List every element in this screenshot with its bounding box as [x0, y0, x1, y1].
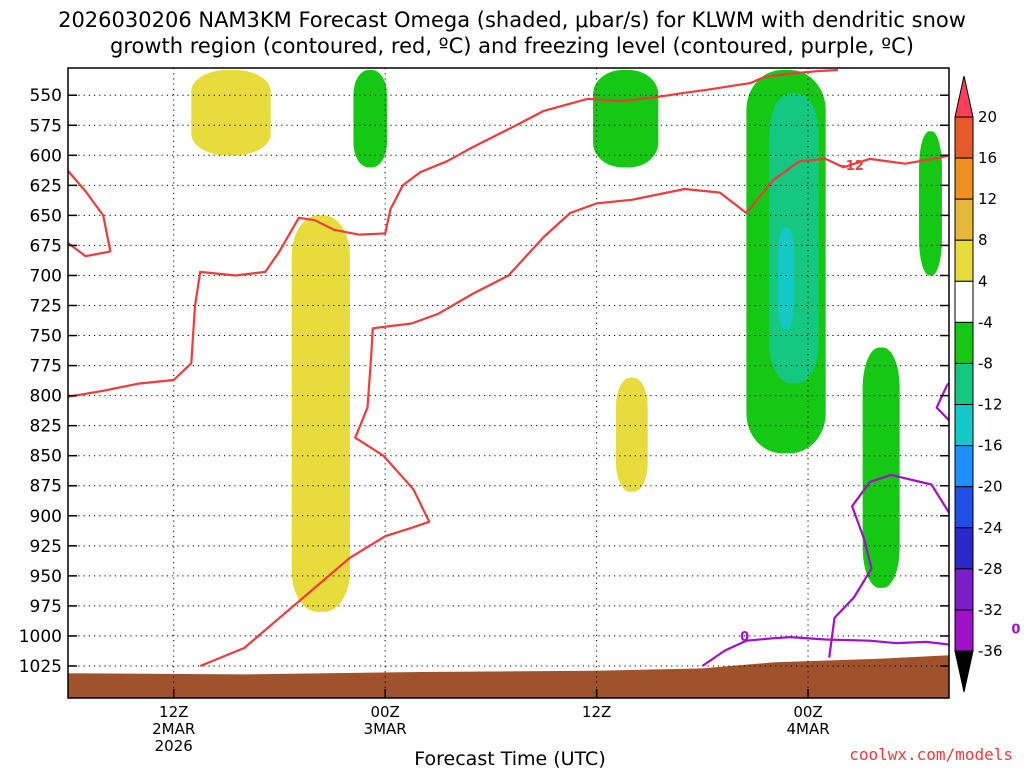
colorbar-segment — [954, 404, 974, 447]
colorbar-label: -36 — [978, 642, 1003, 660]
y-tick-label: 575 — [30, 116, 62, 136]
contour-line — [68, 170, 112, 258]
y-tick-label: 850 — [30, 447, 62, 467]
colorbar-label: -12 — [978, 396, 1003, 414]
omega-shading-region — [353, 70, 387, 168]
colorbar-segment — [954, 280, 974, 323]
colorbar-label: 8 — [978, 231, 988, 249]
x-tick-label: 00Z — [793, 703, 822, 721]
y-tick-label: 825 — [30, 417, 62, 437]
y-tick-label: 725 — [30, 297, 62, 317]
colorbar-label: -24 — [978, 519, 1003, 537]
contour-line — [199, 154, 949, 668]
y-tick-label: 925 — [30, 537, 62, 557]
x-tick-label: 12Z — [159, 703, 188, 721]
grid-layer — [68, 68, 949, 698]
contour-line — [935, 382, 949, 422]
colorbar-segment — [954, 239, 974, 282]
watermark: coolwx.com/models — [849, 745, 1013, 764]
y-tick-label: 900 — [30, 507, 62, 527]
contour-label-layer: -12 0 0 — [740, 159, 1020, 645]
omega-shading-region — [862, 347, 900, 588]
y-tick-label: 600 — [30, 146, 62, 166]
terrain-fill — [68, 655, 949, 698]
colorbar-segment — [954, 445, 974, 488]
y-tick-label: 700 — [30, 266, 62, 286]
omega-shading-layer — [191, 70, 942, 612]
omega-shading-region — [593, 70, 659, 168]
y-tick-label: 550 — [30, 86, 62, 106]
omega-shading-region — [769, 92, 819, 384]
omega-shading-region — [919, 131, 942, 276]
x-axis-title: Forecast Time (UTC) — [414, 748, 605, 768]
contour-line — [701, 636, 949, 667]
colorbar-label: -4 — [978, 313, 993, 331]
contour-label: -12 — [840, 159, 864, 174]
colorbar-label: -32 — [978, 601, 1003, 619]
y-tick-label: 875 — [30, 477, 62, 497]
y-tick-label: 975 — [30, 597, 62, 617]
y-tick-label: 750 — [30, 327, 62, 347]
chart-title-line-2: growth region (contoured, red, ºC) and f… — [110, 34, 914, 58]
colorbar-label: -20 — [978, 478, 1003, 496]
y-tick-label: 800 — [30, 387, 62, 407]
colorbar-top-triangle — [954, 75, 974, 118]
contour-layer — [68, 68, 949, 668]
colorbar-segment — [954, 116, 974, 159]
x-tick-label: 3MAR — [364, 720, 407, 738]
colorbar-segment — [954, 198, 974, 241]
colorbar-label: -28 — [978, 560, 1003, 578]
x-tick-label: 00Z — [370, 703, 399, 721]
y-tick-label: 650 — [30, 206, 62, 226]
y-tick-label: 775 — [30, 357, 62, 377]
colorbar: 20 16 12 8 4 -4 -8 -12 -16 -20 -24 -28 -32 -36 — [954, 75, 1003, 693]
y-tick-label: 1000 — [19, 627, 62, 647]
y-tick-label: 1025 — [19, 657, 62, 677]
omega-shading-region — [778, 227, 794, 330]
terrain-layer — [68, 655, 949, 698]
y-axis: 550 575 600 625 650 675 700 725 750 775 800 825 850 8… — [19, 86, 949, 677]
x-tick-label: 2026 — [155, 737, 193, 755]
x-tick-label: 4MAR — [786, 720, 829, 738]
colorbar-label: 20 — [978, 108, 997, 126]
omega-shading-region — [615, 377, 648, 492]
colorbar-segment — [954, 609, 974, 652]
plot-frame — [67, 67, 950, 699]
colorbar-segment — [954, 321, 974, 364]
contour-line — [828, 473, 949, 658]
colorbar-label: 16 — [978, 149, 997, 167]
y-tick-label: 950 — [30, 567, 62, 587]
colorbar-bottom-triangle — [954, 650, 974, 693]
colorbar-segment — [954, 527, 974, 570]
colorbar-segment — [954, 568, 974, 611]
colorbar-segment — [954, 157, 974, 200]
chart-title-line-1: 2026030206 NAM3KM Forecast Omega (shaded… — [58, 8, 966, 32]
y-tick-label: 675 — [30, 236, 62, 256]
contour-line — [68, 68, 839, 398]
colorbar-label: 12 — [978, 190, 997, 208]
x-tick-label: 12Z — [582, 703, 611, 721]
colorbar-label: 4 — [978, 272, 988, 290]
contour-label: 0 — [1011, 623, 1020, 638]
omega-shading-region — [191, 70, 271, 156]
colorbar-segment — [954, 362, 974, 406]
contour-label: 0 — [740, 630, 749, 645]
colorbar-label: -8 — [978, 354, 993, 372]
y-tick-label: 625 — [30, 176, 62, 196]
x-tick-label: 2MAR — [152, 720, 195, 738]
colorbar-segment — [954, 486, 974, 529]
omega-shading-region — [291, 215, 350, 612]
colorbar-label: -16 — [978, 437, 1003, 455]
